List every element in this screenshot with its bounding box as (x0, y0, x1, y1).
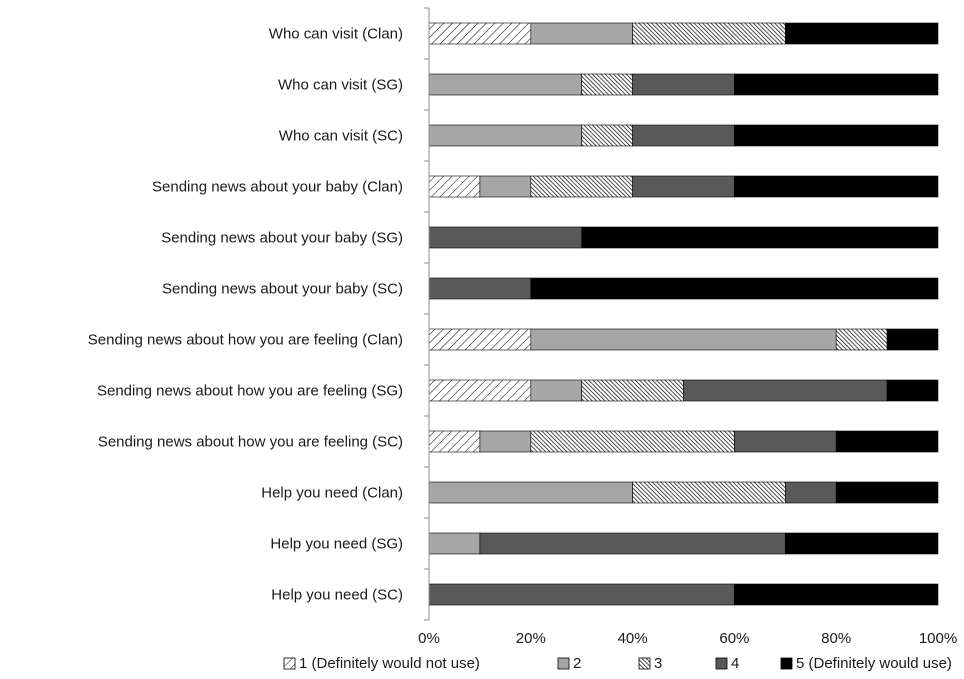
bar-segment-row4-series5 (734, 175, 939, 198)
category-label: Sending news about how you are feeling (… (97, 383, 403, 400)
bar-segment-row1-series1 (428, 22, 532, 45)
bar-segment-row5-series4 (428, 226, 582, 249)
bar-segment-row6-series5 (530, 277, 939, 300)
bar-segment-row4-series1 (428, 175, 481, 198)
bar-segment-row11-series5 (784, 532, 939, 555)
bar-segment-row1-series5 (784, 22, 939, 45)
x-tick-label: 20% (516, 630, 546, 647)
bar-segment-row6-series4 (428, 277, 532, 300)
legend-label-series3: 3 (654, 655, 662, 672)
category-label: Sending news about your baby (SG) (161, 230, 403, 247)
bar-segment-row5-series5 (581, 226, 939, 249)
bar-segment-row11-series2 (428, 532, 481, 555)
category-label: Who can visit (Clan) (269, 26, 403, 43)
bar-segment-row7-series2 (530, 328, 837, 351)
bar-segment-row3-series3 (581, 124, 633, 147)
bar-segment-row10-series3 (632, 481, 786, 504)
legend-swatch-series1 (283, 657, 296, 670)
x-tick-label: 80% (821, 630, 851, 647)
bar-segment-row9-series2 (479, 430, 532, 453)
bar-segment-row3-series2 (428, 124, 582, 147)
bar-segment-row12-series5 (734, 583, 939, 606)
category-label: Sending news about how you are feeling (… (98, 434, 403, 451)
category-label: Sending news about your baby (SC) (162, 281, 403, 298)
x-tick-label: 100% (919, 630, 957, 647)
axes-layer (424, 7, 430, 621)
bar-segment-row4-series4 (632, 175, 735, 198)
category-label: Help you need (Clan) (261, 485, 403, 502)
bar-segment-row11-series4 (479, 532, 786, 555)
bar-segment-row10-series5 (835, 481, 939, 504)
bar-segment-row10-series2 (428, 481, 633, 504)
category-label: Help you need (SG) (270, 536, 403, 553)
category-label: Sending news about how you are feeling (… (88, 332, 403, 349)
category-labels: Who can visit (Clan) Who can visit (SG) Wh… (88, 26, 403, 604)
bars-layer (428, 22, 939, 606)
bar-segment-row2-series2 (428, 73, 582, 96)
bar-segment-row7-series1 (428, 328, 532, 351)
bar-segment-row3-series4 (632, 124, 735, 147)
x-tick-label: 0% (418, 630, 440, 647)
x-tick-label: 60% (719, 630, 749, 647)
bar-segment-row1-series2 (530, 22, 633, 45)
category-label: Help you need (SC) (271, 587, 403, 604)
bar-segment-row2-series3 (581, 73, 633, 96)
bar-segment-row7-series3 (835, 328, 888, 351)
legend-label-series1: 1 (Definitely would not use) (299, 655, 480, 672)
legend-label-series2: 2 (573, 655, 581, 672)
x-tick-label: 40% (618, 630, 648, 647)
bar-segment-row4-series3 (530, 175, 633, 198)
legend-swatch-series3 (638, 657, 651, 670)
x-tick-labels: 0% 20% 40% 60% 80% 100% (418, 630, 957, 647)
bar-segment-row9-series4 (734, 430, 837, 453)
legend-label-series4: 4 (731, 655, 739, 672)
category-label: Who can visit (SC) (279, 128, 403, 145)
legend-swatch-series5 (780, 657, 793, 670)
bar-segment-row1-series3 (632, 22, 786, 45)
bar-segment-row2-series4 (632, 73, 735, 96)
bar-segment-row9-series5 (835, 430, 939, 453)
bar-segment-row10-series4 (784, 481, 837, 504)
legend: 1 (Definitely would not use) 2 3 4 5 (Defini… (283, 655, 952, 672)
bar-segment-row8-series5 (886, 379, 939, 402)
bar-segment-row8-series3 (581, 379, 684, 402)
bar-segment-row7-series5 (886, 328, 939, 351)
bar-segment-row8-series2 (530, 379, 582, 402)
bar-segment-row9-series3 (530, 430, 735, 453)
bar-segment-row3-series5 (734, 124, 939, 147)
bar-segment-row12-series4 (428, 583, 735, 606)
bar-segment-row2-series5 (734, 73, 939, 96)
bar-segment-row9-series1 (428, 430, 481, 453)
bar-segment-row8-series1 (428, 379, 532, 402)
legend-swatch-series4 (715, 657, 728, 670)
category-label: Sending news about your baby (Clan) (152, 179, 403, 196)
legend-label-series5: 5 (Definitely would use) (796, 655, 952, 672)
bar-segment-row4-series2 (479, 175, 532, 198)
bar-segment-row8-series4 (683, 379, 888, 402)
legend-swatch-series2 (557, 657, 570, 670)
category-label: Who can visit (SG) (278, 77, 403, 94)
